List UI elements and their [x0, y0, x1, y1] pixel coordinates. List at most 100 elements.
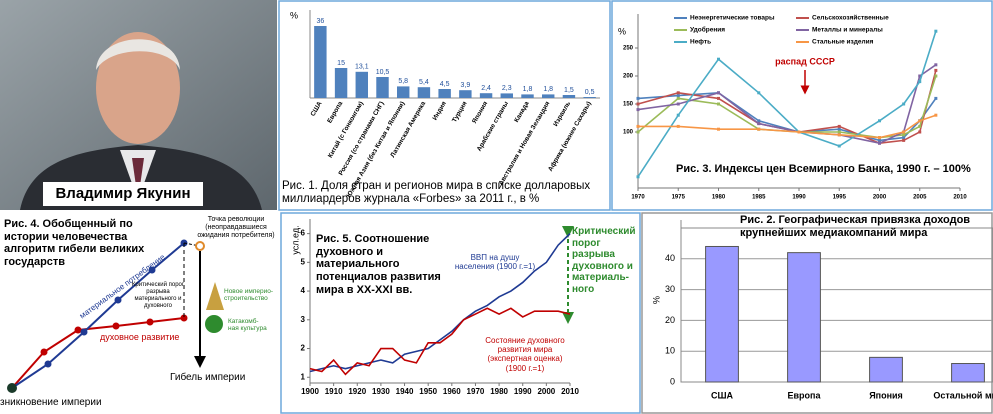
value-label: 1,8 — [543, 86, 553, 93]
annotation: распад СССР — [775, 56, 835, 66]
x-tick-label: 1990 — [792, 195, 806, 201]
y-tick-label: 30 — [665, 284, 675, 294]
x-tick-label: 1920 — [348, 387, 366, 396]
series-line — [637, 75, 937, 139]
panel-frames — [278, 0, 993, 414]
diagram-title: Рис. 4. Обобщенный по истории человечест… — [4, 218, 145, 268]
value-label: 5,8 — [398, 78, 408, 85]
diagram-label: Катакомб-ная культура — [228, 318, 267, 333]
x-tick-label: 2010 — [561, 387, 579, 396]
bar — [459, 90, 472, 98]
series-line — [637, 30, 937, 178]
series-line — [309, 307, 571, 376]
y-axis-label: % — [651, 296, 661, 304]
bar — [705, 245, 739, 383]
legend-label: Удобрения — [690, 26, 725, 34]
x-tick-label: 2005 — [913, 195, 927, 201]
bar — [438, 89, 451, 98]
series-label: ВВП на душу населения (1900 г.=1) — [454, 253, 536, 272]
x-tick-label: Турция — [451, 100, 469, 124]
x-tick-label: 1930 — [372, 387, 390, 396]
x-tick-label: Европа — [788, 390, 822, 400]
y-tick-label: 150 — [623, 102, 634, 108]
y-tick-label: 6 — [301, 229, 306, 238]
bar — [869, 356, 903, 383]
bar — [542, 94, 555, 98]
bar — [479, 93, 493, 98]
series-label: Состояние духовного развития мира (экспе… — [485, 336, 565, 373]
value-label: 4,5 — [440, 81, 450, 88]
y-tick-label: 10 — [665, 346, 675, 356]
diagram-label: духовное развитие — [100, 332, 180, 342]
series-line — [638, 114, 937, 139]
diagram-label: Новое империо-строительство — [224, 288, 273, 303]
caption-box — [43, 182, 203, 206]
photo-caption: Владимир Якунин — [55, 185, 191, 202]
x-tick-label: США — [711, 390, 734, 400]
x-tick-label: Канада — [513, 100, 531, 124]
bar — [787, 252, 821, 383]
x-tick-label: 1975 — [672, 195, 686, 201]
annotation: Критический порог разрыва духовного и ма… — [572, 226, 636, 295]
bar — [376, 77, 389, 98]
legend-label: Сельскохозяйственные — [812, 14, 889, 22]
value-label: 5,4 — [419, 79, 429, 86]
series-line — [637, 91, 937, 142]
legend-label: Нефть — [690, 39, 711, 46]
x-tick-label: 1910 — [325, 387, 343, 396]
bar — [334, 68, 348, 98]
y-tick-label: 4 — [301, 286, 306, 295]
x-tick-label: 1970 — [467, 387, 485, 396]
bar — [521, 94, 534, 98]
value-label: 0,5 — [585, 89, 595, 96]
bar — [562, 95, 576, 98]
x-tick-label: США — [310, 100, 324, 118]
x-tick-label: Япония — [471, 100, 489, 125]
x-tick-label: Европа — [326, 100, 344, 124]
value-label: 13,1 — [355, 64, 369, 71]
x-tick-label: Япония — [869, 390, 903, 400]
y-tick-label: 1 — [301, 372, 306, 381]
series-line — [637, 70, 937, 145]
value-label: 10,5 — [376, 69, 390, 76]
value-label: 1,5 — [564, 87, 574, 94]
value-label: 36 — [316, 18, 324, 25]
bar — [500, 93, 513, 98]
chart-title: Рис. 1. Доля стран и регионов мира в спи… — [282, 180, 591, 206]
diagram — [7, 239, 224, 393]
y-tick-label: 200 — [623, 74, 634, 80]
value-label: 15 — [337, 60, 345, 67]
bar — [397, 86, 410, 98]
x-tick-label: 1995 — [833, 195, 847, 201]
y-tick-label: 100 — [623, 130, 634, 136]
x-tick-label: 2010 — [953, 195, 967, 201]
x-tick-label: Израиль — [552, 100, 572, 127]
x-tick-label: 1960 — [443, 387, 461, 396]
diagram-label: Точка революции (неоправдавшиеся ожидани… — [197, 216, 275, 240]
value-label: 2,3 — [502, 85, 512, 92]
legend-label: Металлы и минералы — [812, 27, 883, 34]
bar — [314, 26, 327, 98]
legend-label: Неэнергетические товары — [690, 15, 775, 22]
y-axis-label: % — [290, 10, 298, 20]
value-label: 1,8 — [523, 86, 533, 93]
bar — [951, 363, 985, 383]
x-tick-label: Китай (с Гонконгом) — [326, 100, 365, 159]
y-tick-label: 2 — [301, 344, 306, 353]
x-tick-label: Остальной мир — [933, 390, 993, 400]
x-tick-label: Индия — [432, 100, 448, 121]
x-tick-label: 1970 — [631, 195, 645, 201]
x-tick-label: 1940 — [396, 387, 414, 396]
y-tick-label: 40 — [665, 253, 675, 263]
bar — [355, 71, 368, 98]
diagram-label: Критический порог разрыва материального … — [131, 282, 185, 309]
y-axis-label: усл.ед. — [290, 225, 300, 254]
legend-label: Стальные изделия — [812, 39, 874, 46]
x-tick-label: Африка (южнее Сахары) — [547, 100, 593, 172]
x-tick-label: 2000 — [537, 387, 555, 396]
chart-title: Рис. 5. Соотношение духовного и материал… — [316, 233, 441, 296]
x-tick-label: 1990 — [514, 387, 532, 396]
diagram-label: зникновение империи — [0, 397, 102, 408]
bar — [583, 97, 596, 98]
